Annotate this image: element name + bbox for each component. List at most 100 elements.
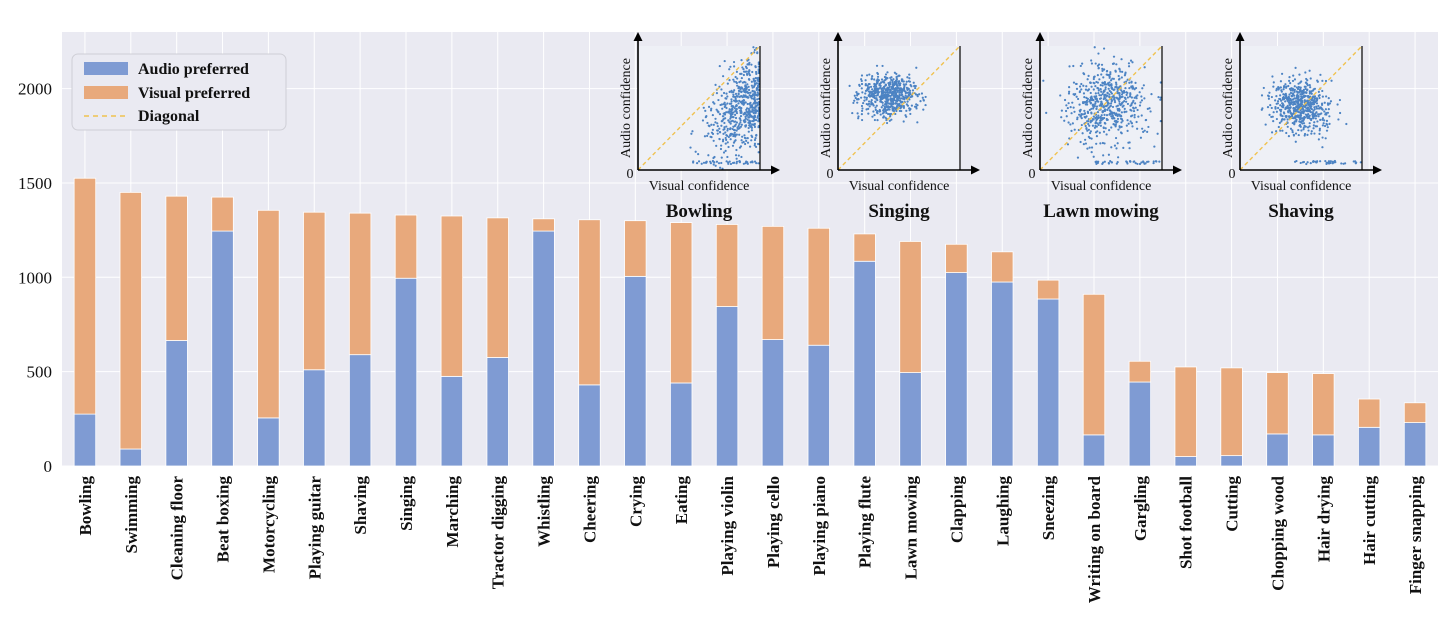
scatter-point xyxy=(1095,162,1098,165)
scatter-point xyxy=(749,106,752,109)
scatter-point xyxy=(921,96,924,99)
bar-audio-preferred xyxy=(715,306,739,467)
scatter-point xyxy=(1312,99,1315,102)
scatter-point xyxy=(1123,96,1127,99)
scatter-point xyxy=(1294,99,1298,103)
scatter-point xyxy=(1286,125,1289,128)
scatter-point xyxy=(895,105,899,108)
scatter-point xyxy=(856,94,859,97)
scatter-point xyxy=(757,97,760,100)
scatter-point xyxy=(1102,76,1105,79)
scatter-point xyxy=(1083,96,1086,99)
scatter-point xyxy=(1089,91,1092,95)
scatter-point xyxy=(1120,111,1123,114)
scatter-point xyxy=(884,109,888,113)
scatter-point xyxy=(1113,120,1116,123)
scatter-point xyxy=(1110,100,1113,103)
scatter-point xyxy=(1114,125,1117,128)
scatter-point xyxy=(1115,85,1118,88)
scatter-point xyxy=(1294,132,1298,135)
scatter-point xyxy=(1319,118,1322,122)
scatter-point xyxy=(1272,81,1275,84)
scatter-point xyxy=(712,101,715,104)
x-tick-label: Whistling xyxy=(535,476,554,547)
scatter-point xyxy=(894,80,898,83)
scatter-point xyxy=(915,66,918,69)
scatter-point xyxy=(1090,97,1094,100)
scatter-point xyxy=(730,100,733,103)
bar-visual-preferred xyxy=(394,214,418,279)
scatter-point xyxy=(1292,106,1295,110)
scatter-point xyxy=(1325,95,1328,98)
scatter-point xyxy=(1156,132,1159,135)
scatter-point xyxy=(1134,162,1137,165)
scatter-point xyxy=(716,125,719,128)
scatter-point xyxy=(1068,90,1071,93)
scatter-point xyxy=(1288,99,1291,102)
scatter-point xyxy=(1103,113,1106,116)
scatter-point xyxy=(753,80,756,83)
scatter-point xyxy=(1301,122,1304,125)
y-axis-ticks: 0 500 1000 1500 2000 xyxy=(18,80,52,476)
scatter-point xyxy=(751,90,754,93)
scatter-point xyxy=(875,94,878,97)
scatter-point xyxy=(732,105,735,108)
scatter-point xyxy=(742,68,745,71)
scatter-point xyxy=(739,80,742,83)
scatter-point xyxy=(740,72,743,75)
scatter-point xyxy=(750,104,754,107)
scatter-point xyxy=(1102,126,1105,129)
scatter-point xyxy=(1071,122,1074,125)
scatter-point xyxy=(1114,81,1118,84)
scatter-point xyxy=(754,102,757,105)
scatter-point xyxy=(908,77,911,80)
scatter-point xyxy=(745,114,748,117)
scatter-point xyxy=(889,105,892,109)
scatter-point xyxy=(1133,116,1136,119)
scatter-point xyxy=(892,107,895,110)
scatter-point xyxy=(908,89,912,92)
scatter-point xyxy=(1106,108,1109,112)
scatter-point xyxy=(738,86,741,89)
scatter-point xyxy=(725,97,728,100)
scatter-point xyxy=(704,109,707,112)
scatter-point xyxy=(862,101,865,105)
scatter-point xyxy=(1285,131,1288,135)
inset-x-arrow xyxy=(1373,165,1382,175)
scatter-point xyxy=(722,138,725,141)
scatter-point xyxy=(1264,123,1267,126)
scatter-point xyxy=(1325,119,1329,122)
scatter-point xyxy=(744,94,747,98)
scatter-point xyxy=(1118,126,1121,129)
scatter-point xyxy=(1080,117,1083,120)
scatter-point xyxy=(1296,93,1299,96)
scatter-point xyxy=(1140,161,1143,164)
scatter-point xyxy=(1066,106,1069,110)
scatter-point xyxy=(711,132,715,136)
scatter-point xyxy=(743,136,747,139)
scatter-point xyxy=(1132,109,1136,113)
scatter-point xyxy=(1079,108,1082,111)
scatter-point xyxy=(755,162,758,165)
scatter-point xyxy=(720,124,723,127)
scatter-point xyxy=(1111,112,1114,116)
scatter-point xyxy=(1315,161,1318,164)
scatter-point xyxy=(1083,73,1086,76)
scatter-point xyxy=(1293,85,1296,88)
scatter-point xyxy=(1281,104,1284,107)
scatter-point xyxy=(914,93,918,96)
scatter-point xyxy=(724,117,727,120)
scatter-point xyxy=(1124,72,1127,75)
scatter-point xyxy=(1086,129,1089,132)
scatter-point xyxy=(899,99,902,102)
scatter-point xyxy=(1299,93,1302,96)
scatter-point xyxy=(1285,96,1288,99)
scatter-point xyxy=(718,64,721,68)
scatter-point xyxy=(1292,117,1295,120)
scatter-point xyxy=(1143,129,1146,132)
scatter-point xyxy=(1287,135,1291,138)
scatter-point xyxy=(740,76,743,80)
scatter-point xyxy=(1312,109,1315,112)
scatter-point xyxy=(1295,115,1298,118)
scatter-point xyxy=(1299,88,1302,91)
